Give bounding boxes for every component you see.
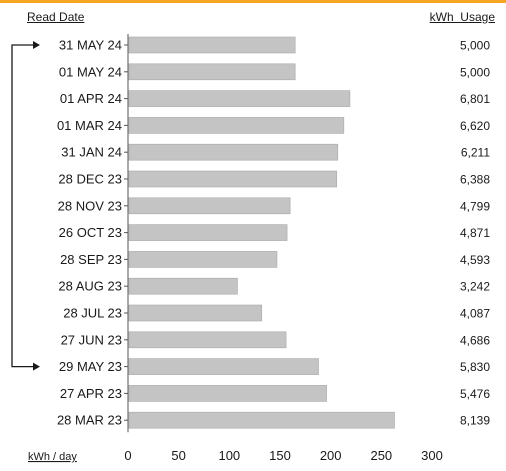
kwh-usage-label: 3,242 [460, 280, 490, 294]
usage-bar [128, 358, 319, 375]
usage-bar [128, 331, 287, 349]
date-label: 28 NOV 23 [58, 198, 122, 213]
x-tick-label: 200 [320, 448, 342, 463]
usage-bar [128, 63, 296, 81]
date-label: 28 JUL 23 [63, 306, 122, 321]
date-label: 28 MAR 23 [57, 413, 122, 428]
kwh-usage-label: 8,139 [460, 414, 490, 428]
x-tick-label: 100 [218, 448, 240, 463]
x-axis-label: kWh / day [28, 451, 77, 463]
usage-bar [128, 197, 291, 215]
date-label: 26 OCT 23 [59, 225, 122, 240]
x-tick-label: 300 [421, 448, 443, 463]
bracket-arrow-top [33, 41, 40, 49]
top-accent-bar [0, 0, 506, 3]
date-label: 27 APR 23 [60, 386, 122, 401]
kwh-usage-label: 6,211 [461, 146, 490, 160]
date-label: 01 MAY 24 [59, 64, 122, 79]
date-label: 31 MAY 24 [59, 38, 122, 53]
kwh-usage-label: 4,799 [460, 199, 490, 213]
usage-bar [128, 251, 278, 268]
date-label: 28 AUG 23 [58, 279, 122, 294]
date-label: 01 MAR 24 [57, 118, 122, 133]
x-tick-label: 50 [171, 448, 185, 463]
kwh-usage-label: 4,087 [460, 307, 490, 321]
date-label: 29 MAY 23 [59, 359, 122, 374]
kwh-usage-header: kWh Usage [429, 10, 495, 24]
kwh-usage-label: 4,871 [460, 226, 490, 240]
kwh-usage-label: 6,620 [460, 119, 490, 133]
comparison-bracket [11, 44, 34, 368]
kwh-usage-label: 4,593 [460, 253, 490, 267]
usage-bar [128, 277, 238, 295]
usage-bar [128, 411, 395, 429]
usage-bar [128, 170, 338, 188]
x-tick-label: 150 [269, 448, 291, 463]
date-label: 28 SEP 23 [60, 252, 122, 267]
usage-bar [128, 385, 327, 402]
kwh-usage-label: 4,686 [460, 333, 490, 347]
x-tick-label: 250 [370, 448, 392, 463]
x-tick-label: 0 [124, 448, 131, 463]
usage-bar [128, 304, 263, 322]
date-label: 31 JAN 24 [61, 145, 122, 160]
date-label: 27 JUN 23 [61, 332, 122, 347]
kwh-usage-label: 6,801 [460, 92, 490, 106]
kwh-usage-label: 5,000 [460, 39, 490, 53]
date-label: 28 DEC 23 [58, 172, 122, 187]
kwh-usage-label: 6,388 [460, 173, 490, 187]
date-label: 01 APR 24 [60, 91, 122, 106]
kwh-usage-label: 5,830 [460, 360, 490, 374]
usage-bar [128, 90, 351, 107]
usage-bar [128, 224, 288, 241]
usage-bar [128, 143, 339, 161]
bracket-arrow-bottom [33, 362, 40, 371]
kwh-usage-label: 5,000 [460, 65, 490, 79]
kwh-usage-label: 5,476 [460, 387, 490, 401]
read-date-header: Read Date [27, 10, 85, 24]
usage-bar [128, 36, 296, 54]
usage-bar [128, 117, 345, 134]
